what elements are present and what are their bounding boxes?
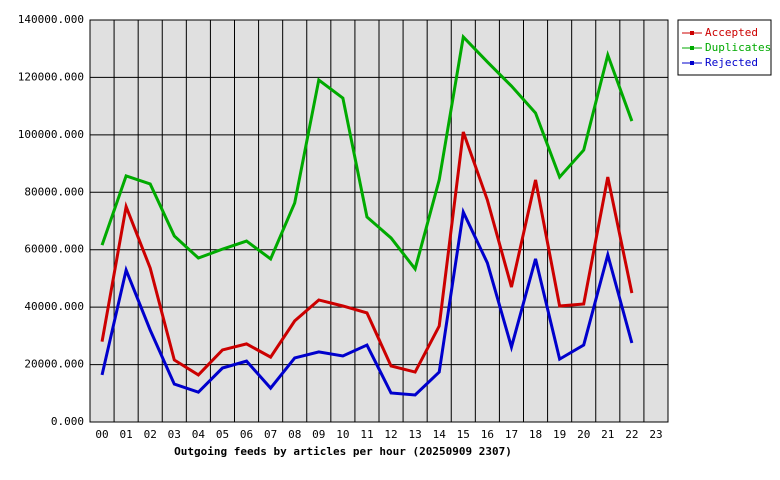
- legend-label: Duplicates: [705, 41, 771, 54]
- x-tick-label: 06: [240, 428, 253, 441]
- x-tick-label: 22: [625, 428, 638, 441]
- x-tick-label: 19: [553, 428, 566, 441]
- x-tick-label: 00: [95, 428, 108, 441]
- y-tick-label: 60000.000: [24, 243, 84, 256]
- x-tick-label: 08: [288, 428, 301, 441]
- x-tick-label: 02: [144, 428, 157, 441]
- x-tick-label: 10: [336, 428, 349, 441]
- x-tick-label: 01: [120, 428, 133, 441]
- legend-marker: [690, 61, 694, 65]
- series-line: [100, 131, 634, 377]
- chart-title: Outgoing feeds by articles per hour (202…: [174, 445, 512, 458]
- x-tick-label: 14: [433, 428, 447, 441]
- y-tick-label: 40000.000: [24, 300, 84, 313]
- x-tick-label: 09: [312, 428, 325, 441]
- x-tick-label: 03: [168, 428, 181, 441]
- y-tick-label: 140000.000: [18, 13, 84, 26]
- y-tick-label: 20000.000: [24, 358, 84, 371]
- x-tick-label: 05: [216, 428, 229, 441]
- x-tick-label: 12: [384, 428, 397, 441]
- x-tick-label: 07: [264, 428, 277, 441]
- y-tick-label: 80000.000: [24, 185, 84, 198]
- legend-marker: [690, 46, 694, 50]
- x-tick-label: 23: [649, 428, 662, 441]
- series-line: [100, 33, 634, 273]
- x-tick-label: 13: [409, 428, 422, 441]
- x-tick-label: 16: [481, 428, 494, 441]
- x-tick-label: 11: [360, 428, 373, 441]
- x-tick-label: 04: [192, 428, 206, 441]
- x-tick-label: 18: [529, 428, 542, 441]
- x-tick-label: 20: [577, 428, 590, 441]
- x-tick-label: 21: [601, 428, 614, 441]
- y-tick-label: 120000.000: [18, 70, 84, 83]
- legend-label: Rejected: [705, 56, 758, 69]
- y-tick-label: 0.000: [51, 415, 84, 428]
- x-tick-label: 17: [505, 428, 518, 441]
- x-tick-label: 15: [457, 428, 470, 441]
- y-tick-label: 100000.000: [18, 128, 84, 141]
- series-line: [100, 207, 634, 397]
- legend-label: Accepted: [705, 26, 758, 39]
- legend-marker: [690, 31, 694, 35]
